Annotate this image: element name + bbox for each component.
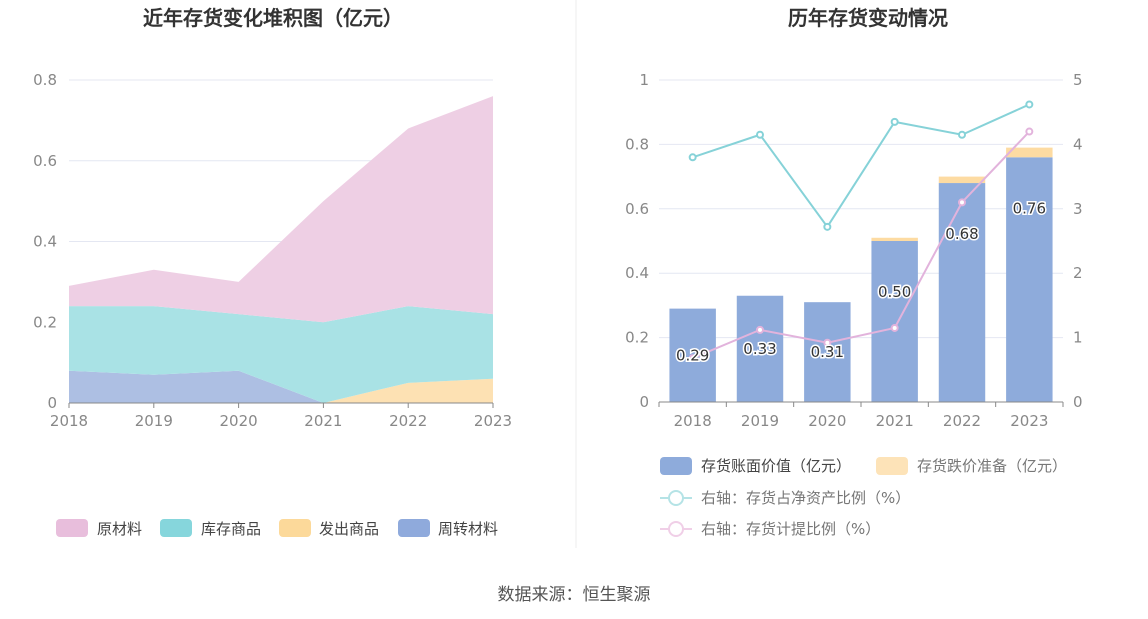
x-tick-label: 2023 (1010, 412, 1048, 430)
bar-value-label: 0.29 (676, 346, 709, 364)
legend-item-impairment-provision[interactable]: 存货跌价准备（亿元） (876, 457, 1067, 475)
x-tick-label: 2018 (50, 412, 88, 430)
x-tick-label: 2021 (876, 412, 914, 430)
line-point-2020 (823, 222, 832, 231)
bar-存货账面价值（亿元）-2020 (804, 302, 851, 402)
line-point-2019 (756, 130, 764, 139)
y-tick-label: 0.4 (33, 233, 57, 251)
y-tick-label: 0.8 (33, 71, 57, 89)
legend-swatch (398, 519, 430, 537)
line-point-2020 (823, 338, 832, 347)
left-area-series (69, 96, 493, 403)
left-axis: 0 0.2 0.4 0.6 0.8 2018 2019 2020 2021 2022 2023 (33, 71, 512, 430)
legend-item-book-value[interactable]: 存货账面价值（亿元） (660, 457, 851, 475)
line-point-2021 (890, 117, 899, 126)
legend-item-raw-materials[interactable]: 原材料 (56, 519, 142, 538)
y-left-tick-label: 0.4 (625, 264, 649, 282)
y-tick-label: 0 (47, 394, 57, 412)
right-axes: 0 0.2 0.4 0.6 0.8 1 0 1 2 3 4 5 2018 2019 2020 2021 2022… (625, 71, 1082, 430)
legend-item-goods-shipped[interactable]: 发出商品 (279, 519, 379, 538)
legend-item-provision-ratio[interactable]: 右轴：存货计提比例（%） (660, 520, 880, 538)
left-stacked-area-chart: 近年存货变化堆积图（亿元） 0 0.2 0.4 0.6 0.8 2018 2019 2020 2… (33, 6, 512, 538)
right-line-series (688, 100, 1034, 363)
bar-存货账面价值（亿元）-2019 (736, 295, 784, 402)
right-chart-title: 历年存货变动情况 (788, 6, 948, 30)
bar-存货跌价准备（亿元）-2023 (1006, 147, 1053, 158)
area-series-发出商品 (69, 370, 493, 403)
y-right-tick-label: 5 (1073, 71, 1083, 89)
right-gridlines (659, 79, 1063, 339)
legend-swatch (279, 519, 311, 537)
legend-label: 右轴：存货占净资产比例（%） (701, 489, 910, 507)
y-right-tick-label: 1 (1073, 329, 1083, 347)
line-point-2018 (688, 153, 697, 162)
legend-label: 存货跌价准备（亿元） (917, 457, 1067, 475)
y-tick-label: 0.6 (33, 152, 57, 170)
legend-item-finished-goods[interactable]: 库存商品 (160, 519, 261, 538)
y-right-tick-label: 3 (1073, 200, 1083, 218)
x-tick-label: 2020 (808, 412, 846, 430)
area-series-库存商品 (69, 306, 493, 403)
legend-item-inventory-to-net-assets[interactable]: 右轴：存货占净资产比例（%） (660, 489, 910, 507)
x-tick-label: 2020 (220, 412, 258, 430)
bar-value-label: 0.68 (945, 225, 978, 243)
bar-存货账面价值（亿元）-2023 (1006, 157, 1053, 402)
legend-marker (668, 490, 684, 506)
legend-label: 存货账面价值（亿元） (701, 457, 851, 475)
bar-value-label: 0.33 (743, 340, 776, 358)
bar-存货跌价准备（亿元）-2021 (871, 237, 918, 241)
legend-marker (668, 521, 684, 537)
y-right-tick-label: 4 (1073, 135, 1083, 153)
left-chart-title: 近年存货变化堆积图（亿元） (143, 6, 403, 30)
right-data-labels: 0.29 0.33 0.31 0.50 0.68 0.76 (674, 198, 1047, 366)
line-point-2018 (688, 354, 697, 363)
legend-label: 原材料 (97, 520, 142, 538)
x-tick-label: 2023 (474, 412, 512, 430)
y-tick-label: 0.2 (33, 313, 57, 331)
legend-label: 周转材料 (438, 520, 498, 538)
y-right-tick-label: 0 (1073, 393, 1083, 411)
line-右轴：存货计提比例（%） (692, 130, 1031, 360)
x-tick-label: 2022 (389, 412, 427, 430)
bar-存货账面价值（亿元）-2022 (938, 183, 986, 402)
x-tick-label: 2021 (304, 412, 342, 430)
x-tick-label: 2019 (741, 412, 779, 430)
legend-swatch (876, 457, 908, 475)
y-left-tick-label: 0 (639, 393, 649, 411)
legend-label: 库存商品 (201, 520, 261, 538)
x-tick-label: 2018 (674, 412, 712, 430)
line-point-2022 (958, 130, 966, 139)
bar-value-label: 0.31 (811, 343, 844, 361)
line-point-2021 (890, 323, 899, 332)
legend-label: 发出商品 (319, 520, 379, 538)
line-point-2023 (1025, 127, 1034, 136)
line-point-2023 (1025, 100, 1034, 109)
data-source-note: 数据来源：恒生聚源 (497, 585, 651, 605)
left-legend: 原材料 库存商品 发出商品 周转材料 (56, 519, 498, 538)
bar-存货账面价值（亿元）-2021 (871, 241, 918, 402)
bar-存货跌价准备（亿元）-2022 (938, 176, 986, 184)
y-left-tick-label: 0.8 (625, 135, 649, 153)
area-series-原材料 (69, 96, 493, 323)
right-bar-line-chart: 历年存货变动情况 0.29 0.33 0.31 0.50 0.68 0.76 0 0.2 0.… (625, 6, 1082, 538)
x-tick-label: 2022 (943, 412, 981, 430)
legend-swatch (660, 457, 692, 475)
legend-swatch (160, 519, 192, 537)
legend-swatch (56, 519, 88, 537)
right-legend: 存货账面价值（亿元） 存货跌价准备（亿元） 右轴：存货占净资产比例（%） 右轴：… (660, 457, 1067, 538)
x-tick-label: 2019 (135, 412, 173, 430)
line-右轴：存货占净资产比例（%） (692, 103, 1030, 229)
y-right-tick-label: 2 (1073, 264, 1083, 282)
y-left-tick-label: 0.6 (625, 200, 649, 218)
y-left-tick-label: 0.2 (625, 329, 649, 347)
line-point-2022 (958, 198, 966, 207)
y-left-tick-label: 1 (639, 71, 649, 89)
line-point-2019 (756, 325, 764, 334)
bar-value-label: 0.76 (1013, 199, 1046, 217)
legend-item-turnover-materials[interactable]: 周转材料 (398, 519, 498, 538)
right-bar-series (669, 147, 1053, 402)
legend-label: 右轴：存货计提比例（%） (701, 520, 880, 538)
bar-value-label: 0.50 (878, 283, 911, 301)
